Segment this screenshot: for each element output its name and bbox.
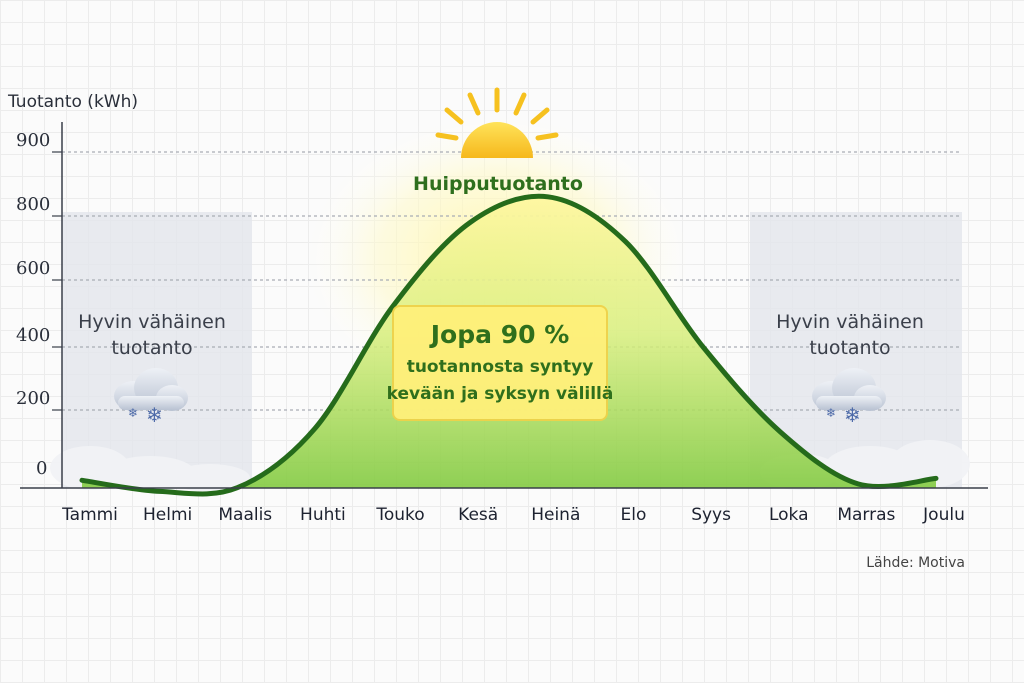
x-tick-label: Tammi	[61, 505, 118, 525]
y-axis-label: Tuotanto (kWh)	[7, 92, 138, 112]
x-tick-label: Helmi	[143, 505, 192, 525]
y-tick-label: 200	[16, 388, 50, 409]
snow-cloud-icon: ❄ ❄	[114, 368, 188, 427]
x-tick-label: Elo	[621, 505, 647, 525]
y-tick-label: 600	[16, 258, 50, 279]
winter-label-right-line-1: Hyvin vähäinen	[776, 311, 924, 333]
x-tick-label: Syys	[691, 505, 731, 525]
x-axis-ticks: Tammi Helmi Maalis Huhti Touko Kesä Heinä Elo Sy…	[61, 505, 965, 525]
callout-title: Jopa 90 %	[429, 320, 570, 349]
y-tick-label: 800	[16, 194, 50, 215]
winter-label-right-line-2: tuotanto	[809, 337, 890, 359]
y-tick-label: 900	[16, 130, 50, 151]
sun-icon	[435, 87, 559, 158]
y-axis-ticks: 0 200 400 600 800 900	[16, 130, 62, 479]
callout-line-1: tuotannosta syntyy	[407, 357, 594, 377]
source-label: Lähde: Motiva	[866, 555, 965, 571]
ground-clouds-left	[50, 446, 250, 492]
x-tick-label: Huhti	[300, 505, 346, 525]
y-tick-label: 0	[36, 458, 47, 479]
x-tick-label: Joulu	[922, 505, 965, 525]
callout-line-2: kevään ja syksyn välillä	[387, 384, 614, 404]
x-tick-label: Touko	[375, 505, 424, 525]
x-tick-label: Loka	[769, 505, 809, 525]
x-tick-label: Heinä	[531, 505, 580, 525]
snow-cloud-icon: ❄ ❄	[812, 368, 886, 427]
x-tick-label: Marras	[837, 505, 895, 525]
winter-label-left-line-2: tuotanto	[111, 337, 192, 359]
peak-label: Huipputuotanto	[413, 173, 583, 195]
svg-text:❄: ❄	[826, 406, 836, 420]
svg-text:❄: ❄	[128, 406, 138, 420]
y-tick-label: 400	[16, 325, 50, 346]
winter-band-left	[62, 212, 252, 488]
callout-box: Jopa 90 % tuotannosta syntyy kevään ja s…	[387, 305, 614, 421]
svg-text:❄: ❄	[146, 403, 163, 427]
x-tick-label: Kesä	[458, 505, 498, 525]
winter-label-left-line-1: Hyvin vähäinen	[78, 311, 226, 333]
x-tick-label: Maalis	[218, 505, 272, 525]
svg-text:❄: ❄	[844, 403, 861, 427]
